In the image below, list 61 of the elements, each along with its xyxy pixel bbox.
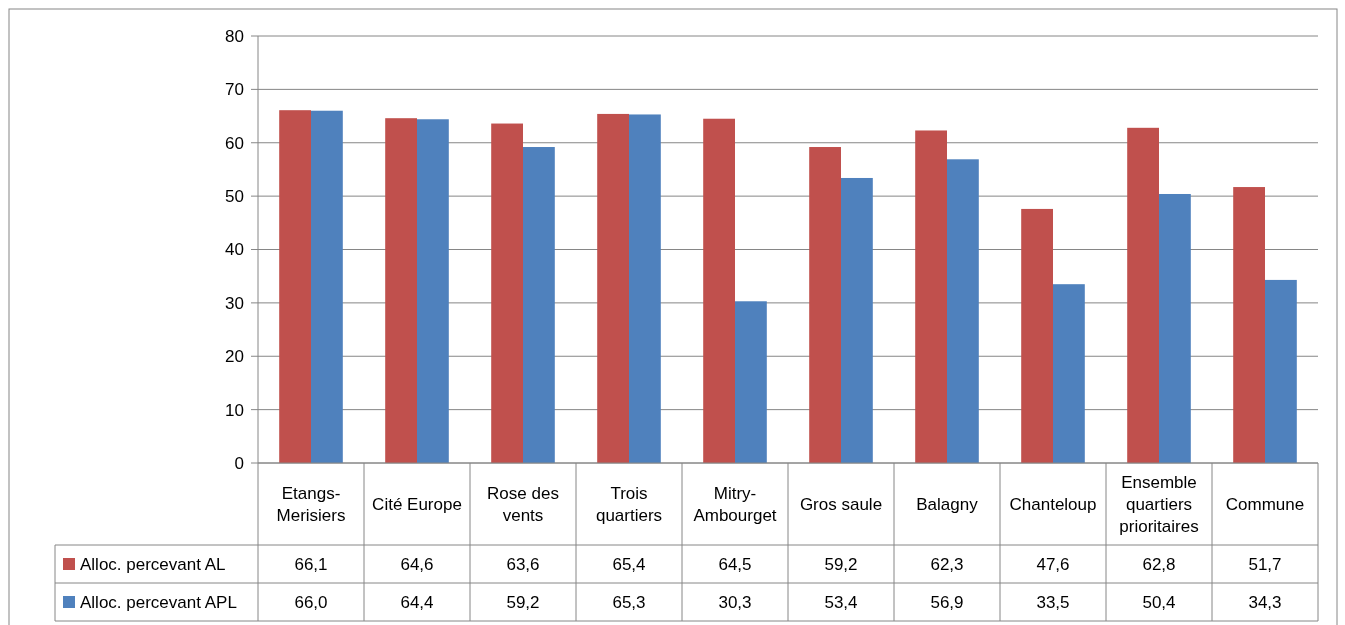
data-label: 65,4 (612, 554, 646, 574)
bar (629, 114, 661, 463)
data-label: 64,6 (400, 554, 434, 574)
y-tick-label: 80 (225, 26, 244, 46)
y-tick-label: 20 (225, 347, 244, 367)
y-tick-label: 30 (225, 293, 244, 313)
x-tick-label: Etangs-Merisiers (276, 483, 346, 525)
bar (385, 118, 417, 463)
data-label: 66,0 (294, 592, 328, 612)
y-tick-label: 50 (225, 187, 244, 207)
bar (703, 118, 735, 463)
data-label: 66,1 (294, 554, 328, 574)
bar (947, 159, 979, 463)
data-label: 47,6 (1036, 554, 1070, 574)
legend-label: Alloc. percevant APL (80, 592, 237, 612)
legend-label: Alloc. percevant AL (80, 554, 226, 574)
data-label: 34,3 (1248, 592, 1282, 612)
y-tick-label: 0 (234, 453, 244, 473)
x-tick-label: Mitry-Ambourget (693, 483, 777, 525)
bar (1159, 193, 1191, 463)
data-label: 65,3 (612, 592, 646, 612)
data-label: 64,4 (400, 592, 434, 612)
bar (491, 123, 523, 463)
x-tick-label: Commune (1225, 494, 1305, 514)
bar (597, 113, 629, 463)
data-label: 33,5 (1036, 592, 1070, 612)
bar (1021, 208, 1053, 463)
x-tick-label: Rose des vents (487, 483, 559, 525)
data-label: 64,5 (718, 554, 752, 574)
x-tick-label: Cité Europe (372, 494, 462, 514)
data-label: 50,4 (1142, 592, 1176, 612)
y-tick-label: 60 (225, 133, 244, 153)
data-label: 30,3 (718, 592, 752, 612)
data-label: 62,3 (930, 554, 964, 574)
data-label: 53,4 (824, 592, 858, 612)
bar (1127, 127, 1159, 463)
bar (1265, 279, 1297, 463)
bar (311, 110, 343, 463)
bar (279, 110, 311, 463)
y-tick-label: 70 (225, 80, 244, 100)
x-tick-label: Gros saule (799, 494, 883, 514)
data-label: 62,8 (1142, 554, 1176, 574)
x-tick-label: Trois quartiers (595, 483, 663, 525)
y-tick-label: 10 (225, 400, 244, 420)
data-label: 59,2 (506, 592, 540, 612)
bar (809, 147, 841, 463)
x-tick-label: Ensemble quartiers prioritaires (1119, 472, 1199, 536)
bar (841, 177, 873, 463)
x-tick-label: Balagny (916, 494, 979, 514)
y-tick-label: 40 (225, 240, 244, 260)
data-label: 56,9 (930, 592, 964, 612)
data-label: 59,2 (824, 554, 858, 574)
x-tick-label: Chanteloup (1009, 494, 1097, 514)
bar (915, 130, 947, 463)
bar (1053, 284, 1085, 463)
bar (1233, 187, 1265, 463)
data-label: 51,7 (1248, 554, 1282, 574)
bar (523, 147, 555, 463)
data-label: 63,6 (506, 554, 540, 574)
bar (735, 301, 767, 463)
bar (417, 119, 449, 463)
